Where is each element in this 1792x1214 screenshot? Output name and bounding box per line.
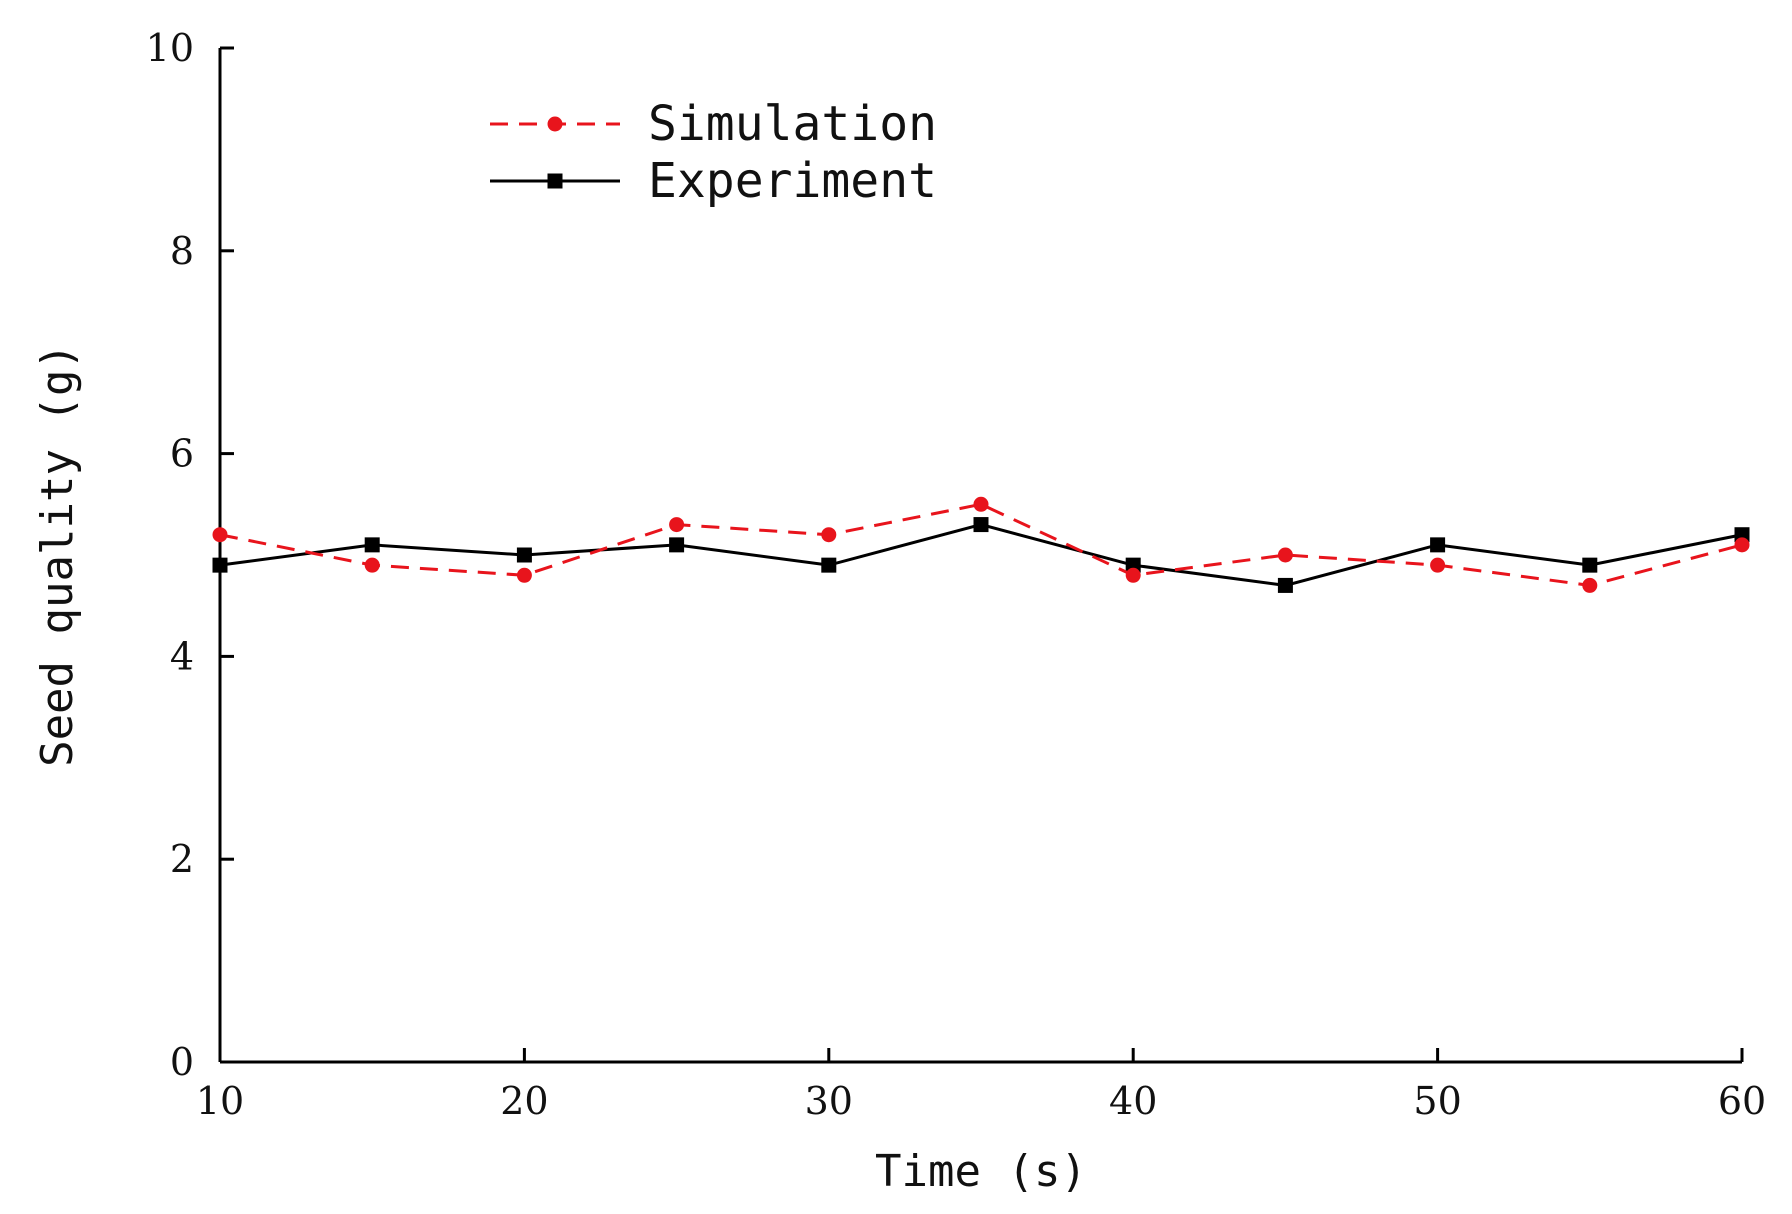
data-point-experiment	[821, 557, 837, 573]
axes	[218, 48, 1742, 1064]
y-tick-label: 10	[146, 26, 194, 70]
series-layer	[212, 496, 1750, 593]
data-point-experiment	[516, 547, 532, 563]
data-point-simulation	[821, 527, 837, 543]
y-tick-label: 4	[170, 634, 194, 678]
data-point-simulation	[973, 496, 989, 512]
data-point-simulation	[1125, 567, 1141, 583]
data-point-simulation	[364, 557, 380, 573]
y-tick-label: 8	[170, 229, 194, 273]
y-tick-label: 0	[170, 1040, 194, 1084]
x-tick-label: 10	[196, 1079, 244, 1123]
x-tick-label: 40	[1109, 1079, 1157, 1123]
data-point-experiment	[669, 537, 685, 553]
x-axis-title: Time (s)	[875, 1146, 1087, 1197]
y-axis-title: Seed quality (g)	[32, 343, 83, 767]
data-point-experiment	[1277, 577, 1293, 593]
y-ticks: 0 2 4 6 8 10	[146, 26, 234, 1084]
series-simulation	[212, 496, 1750, 593]
series-line-experiment	[219, 523, 1743, 587]
y-tick-label: 2	[170, 837, 194, 881]
data-point-experiment	[212, 557, 228, 573]
data-point-simulation	[1734, 537, 1750, 553]
legend: Simulation Experiment	[490, 96, 937, 209]
x-tick-label: 30	[805, 1079, 853, 1123]
data-point-simulation	[1582, 577, 1598, 593]
data-point-simulation	[669, 517, 685, 533]
x-tick-label: 20	[500, 1079, 548, 1123]
data-point-simulation	[1277, 547, 1293, 563]
data-point-experiment	[1582, 557, 1598, 573]
data-point-experiment	[1430, 537, 1446, 553]
y-tick-label: 6	[170, 432, 194, 476]
series-line-simulation	[219, 502, 1743, 587]
data-point-simulation	[212, 527, 228, 543]
data-point-simulation	[516, 567, 532, 583]
legend-marker-experiment	[547, 173, 563, 189]
data-point-simulation	[1430, 557, 1446, 573]
x-tick-label: 50	[1413, 1079, 1461, 1123]
x-tick-label: 60	[1718, 1079, 1766, 1123]
legend-entry-simulation: Simulation	[490, 96, 937, 152]
legend-label-simulation: Simulation	[648, 96, 937, 152]
legend-marker-simulation	[547, 116, 563, 132]
series-experiment	[212, 517, 1750, 593]
data-point-experiment	[364, 537, 380, 553]
legend-label-experiment: Experiment	[648, 153, 937, 209]
legend-entry-experiment: Experiment	[490, 153, 937, 209]
x-ticks: 10 20 30 40 50 60	[196, 1048, 1766, 1123]
data-point-experiment	[973, 517, 989, 533]
